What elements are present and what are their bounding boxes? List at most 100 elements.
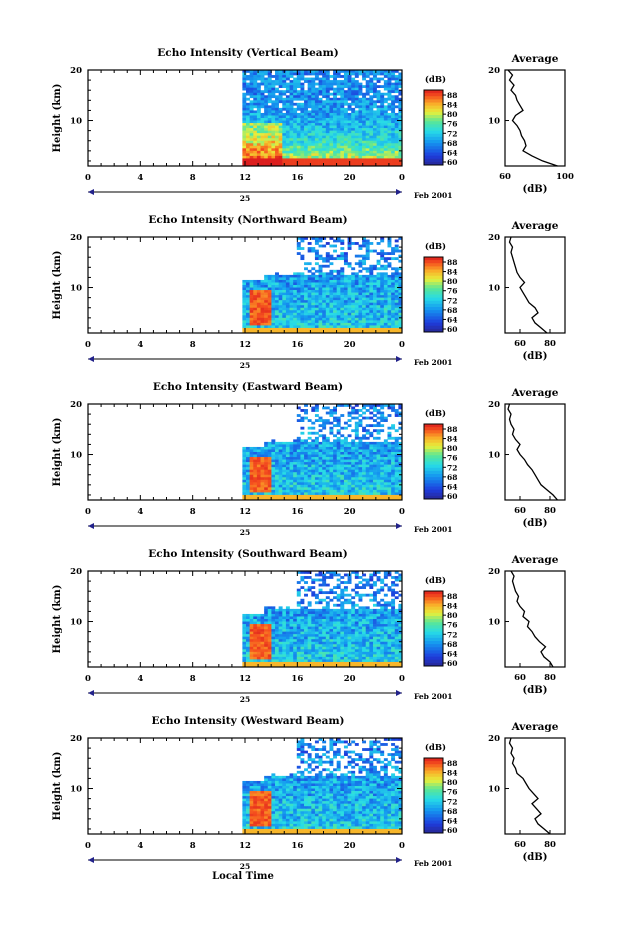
heatmap-cell xyxy=(282,629,287,632)
heatmap-cell xyxy=(249,133,254,136)
heatmap-cell xyxy=(391,446,396,450)
heatmap-cell xyxy=(271,449,276,453)
panel-title: Echo Intensity (Eastward Beam) xyxy=(153,381,343,393)
heatmap-cell xyxy=(242,160,247,164)
heatmap-cell xyxy=(354,593,359,597)
heatmap-cell xyxy=(246,327,250,331)
heatmap-cell xyxy=(271,302,276,306)
heatmap-cell xyxy=(296,492,301,496)
heatmap-cell xyxy=(307,307,312,311)
colorbar-tick-label: 84 xyxy=(447,268,457,277)
heatmap-cell xyxy=(253,282,258,286)
heatmap-cell xyxy=(271,138,276,142)
heatmap-cell xyxy=(376,613,381,617)
heatmap-cell xyxy=(260,462,265,465)
heatmap-cell xyxy=(322,82,327,86)
heatmap-cell xyxy=(376,292,381,296)
heatmap-cell xyxy=(351,322,356,326)
heatmap-cell xyxy=(285,90,290,94)
heatmap-cell xyxy=(351,100,356,104)
heatmap-cell xyxy=(380,105,385,109)
heatmap-cell xyxy=(249,494,254,498)
heatmap-cell xyxy=(307,624,312,627)
heatmap-cell xyxy=(329,317,334,321)
heatmap-cell xyxy=(296,489,301,493)
heatmap-cell xyxy=(369,138,374,142)
heatmap-cell xyxy=(282,148,287,152)
heatmap-cell xyxy=(380,467,385,470)
colorbar-segment xyxy=(424,143,443,147)
heatmap-cell xyxy=(336,269,341,273)
heatmap-cell xyxy=(347,472,352,476)
heatmap-cell xyxy=(380,629,385,632)
heatmap-cell xyxy=(322,578,327,582)
heatmap-cell xyxy=(343,327,348,331)
heatmap-cell xyxy=(358,444,363,448)
heatmap-cell xyxy=(296,80,301,83)
heatmap-cell xyxy=(343,307,348,311)
heatmap-cell xyxy=(322,158,327,162)
heatmap-cell xyxy=(289,444,294,448)
heatmap-cell xyxy=(369,487,374,491)
heatmap-cell xyxy=(351,279,356,283)
heatmap-cell xyxy=(311,449,316,453)
heatmap-cell xyxy=(307,285,312,288)
heatmap-cell xyxy=(285,482,290,486)
heatmap-cell xyxy=(311,317,316,321)
heatmap-cell xyxy=(293,120,298,124)
heatmap-cell xyxy=(383,571,388,574)
heatmap-cell xyxy=(394,269,399,273)
heatmap-cell xyxy=(314,140,319,144)
heatmap-cell xyxy=(267,85,272,88)
heatmap-cell xyxy=(304,621,308,625)
heatmap-cell xyxy=(387,107,392,111)
heatmap-cell xyxy=(246,107,250,111)
heatmap-cell xyxy=(256,446,261,450)
heatmap-cell xyxy=(394,621,399,625)
heatmap-cell xyxy=(318,244,323,248)
heatmap-cell xyxy=(354,287,359,291)
heatmap-cell xyxy=(394,315,399,319)
heatmap-cell xyxy=(293,452,298,455)
heatmap-cell xyxy=(398,444,403,448)
heatmap-cell xyxy=(271,487,276,491)
heatmap-cell xyxy=(383,601,388,605)
heatmap-cell xyxy=(325,307,330,311)
heatmap-cell xyxy=(383,464,388,468)
heatmap-cell xyxy=(340,257,345,261)
heatmap-cell xyxy=(311,97,316,101)
heatmap-cell xyxy=(387,95,392,99)
heatmap-cell xyxy=(325,472,330,476)
heatmap-cell xyxy=(362,573,367,577)
heatmap-cell xyxy=(347,125,352,129)
heatmap-cell xyxy=(358,247,363,250)
heatmap-cell xyxy=(329,75,334,78)
heatmap-cell xyxy=(325,125,330,129)
heatmap-cell xyxy=(376,153,381,157)
heatmap-cell xyxy=(300,158,305,162)
heatmap-cell xyxy=(296,629,301,632)
heatmap-cell xyxy=(387,325,392,329)
heatmap-cell xyxy=(304,282,308,286)
heatmap-cell xyxy=(285,128,290,131)
heatmap-cell xyxy=(383,477,388,481)
heatmap-cell xyxy=(300,272,305,276)
heatmap-cell xyxy=(307,586,312,589)
heatmap-cell xyxy=(365,467,370,470)
heatmap-cell xyxy=(391,118,396,121)
heatmap-cell xyxy=(278,606,283,610)
heatmap-cell xyxy=(307,462,312,465)
heatmap-cell xyxy=(340,80,345,83)
heatmap-cell xyxy=(322,112,327,116)
heatmap-cell xyxy=(380,444,385,448)
heatmap-cell xyxy=(256,112,261,116)
heatmap-cell xyxy=(314,439,319,443)
heatmap-cell xyxy=(260,160,265,164)
heatmap-cell xyxy=(383,462,388,465)
heatmap-cell xyxy=(387,242,392,245)
heatmap-cell xyxy=(293,160,298,164)
heatmap-cell xyxy=(304,310,308,314)
heatmap-cell xyxy=(282,459,287,463)
heatmap-cell xyxy=(325,629,330,632)
heatmap-cell xyxy=(267,608,272,612)
